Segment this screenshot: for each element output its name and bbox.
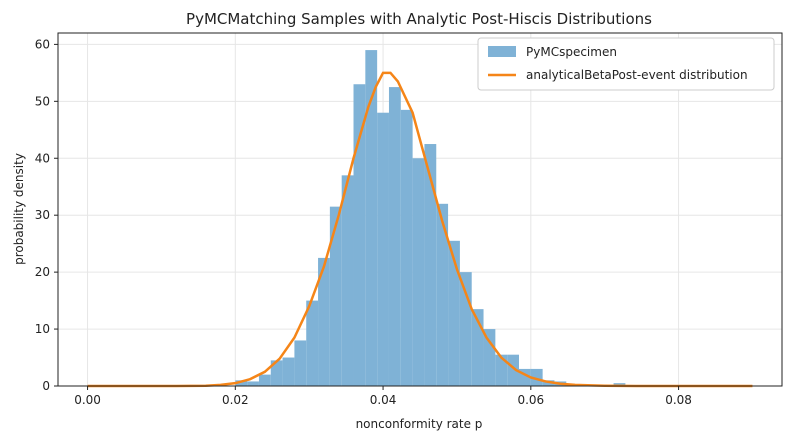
y-tick-label: 40	[35, 151, 50, 165]
histogram-bar	[365, 50, 378, 386]
histogram-bar	[353, 84, 366, 386]
histogram-bar	[424, 144, 437, 386]
legend-swatch-histogram	[488, 46, 516, 57]
y-tick-label: 60	[35, 37, 50, 51]
legend-label-curve: analyticalBetaPost-event distribution	[526, 68, 748, 82]
histogram-bar	[270, 360, 283, 386]
histogram-bar	[495, 354, 508, 386]
y-tick-label: 10	[35, 322, 50, 336]
histogram-bar	[294, 340, 307, 386]
histogram-bar	[436, 203, 449, 386]
y-axis-label: probability density	[12, 153, 26, 265]
chart-title: PyMCMatching Samples with Analytic Post-…	[186, 10, 652, 28]
x-tick-label: 0.04	[370, 393, 397, 407]
legend-box	[477, 37, 775, 91]
histogram-bar	[377, 112, 389, 386]
histogram-bar	[306, 300, 319, 386]
histogram-bar	[341, 175, 354, 386]
histogram-bar	[448, 240, 460, 386]
histogram-bar	[247, 381, 259, 386]
histogram-bar	[483, 329, 496, 386]
x-axis-ticks: 0.00 0.02 0.04 0.06 0.08	[74, 386, 692, 407]
histogram-bars	[235, 50, 626, 386]
histogram-bar	[282, 357, 295, 386]
histogram-bar	[235, 380, 248, 386]
plot-border	[57, 32, 783, 387]
x-axis-label: nonconformity rate p	[356, 417, 483, 431]
histogram-bar	[518, 368, 531, 386]
y-tick-label: 20	[35, 265, 50, 279]
x-tick-label: 0.06	[517, 393, 544, 407]
analytic-curve-line	[87, 71, 753, 388]
y-tick-label: 50	[35, 94, 50, 108]
y-tick-label: 0	[42, 379, 50, 393]
histogram-bar	[507, 354, 519, 386]
x-tick-label: 0.00	[74, 393, 101, 407]
histogram-bar	[530, 368, 543, 386]
histogram-bar	[400, 109, 413, 386]
histogram-bar	[388, 87, 401, 386]
x-tick-label: 0.02	[222, 393, 249, 407]
histogram-bar	[613, 383, 626, 386]
histogram-bar	[471, 309, 484, 386]
x-tick-label: 0.08	[665, 393, 692, 407]
legend-label-histogram: PyMCspecimen	[526, 45, 617, 59]
histogram-bar	[318, 257, 330, 386]
histogram-bar	[329, 206, 342, 386]
histogram-bar	[412, 158, 425, 386]
legend: PyMCspecimen analyticalBetaPost-event di…	[477, 37, 775, 91]
y-axis-ticks: 0 10 20 30 40 50 60	[35, 37, 58, 393]
y-tick-label: 30	[35, 208, 50, 222]
histogram-bar	[258, 374, 271, 386]
histogram-bar	[459, 272, 472, 386]
